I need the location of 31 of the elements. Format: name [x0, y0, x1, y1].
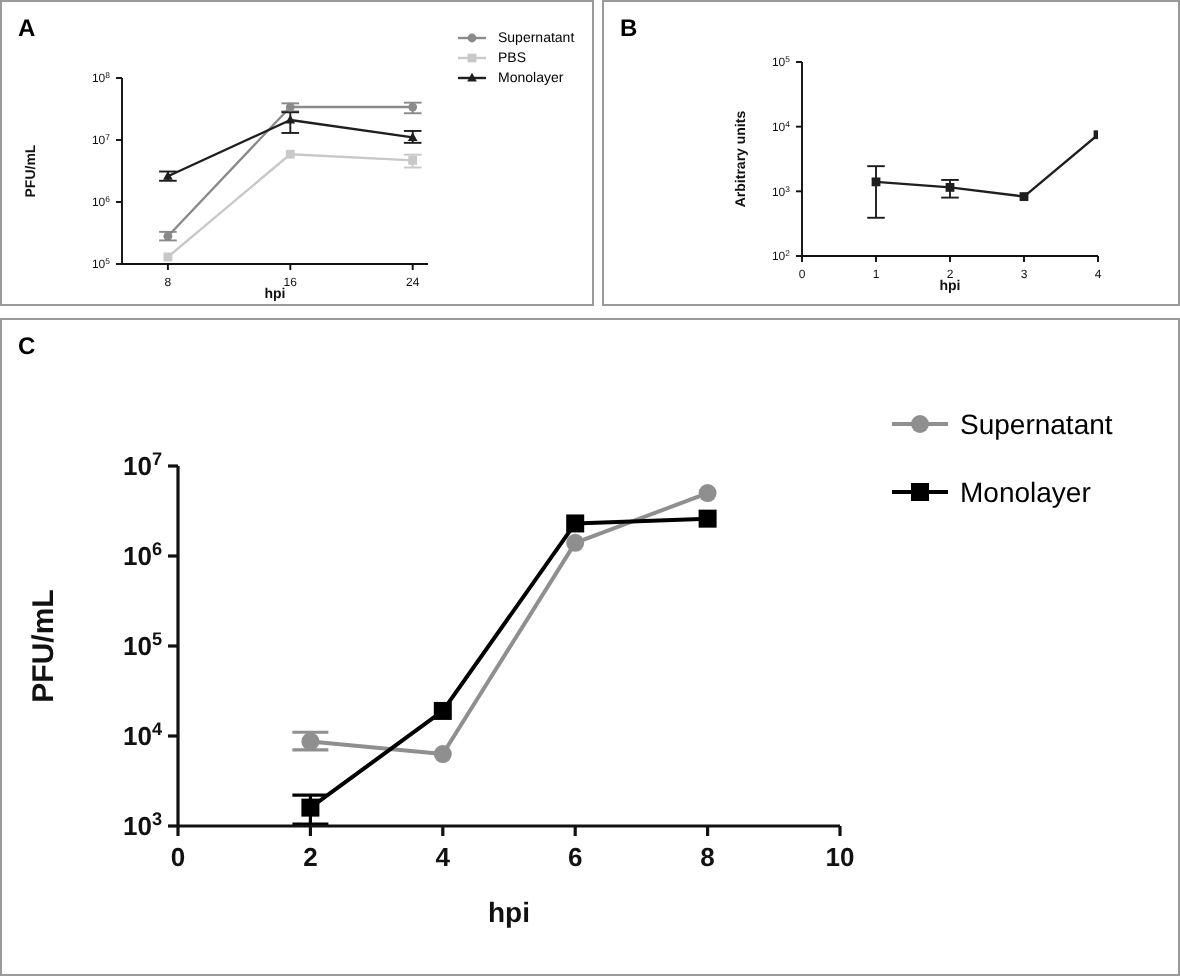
chart-title: A: [18, 14, 36, 42]
y-axis-title: PFU/mL: [26, 589, 61, 703]
x-tick-label: 6: [567, 842, 583, 872]
legend-label: Supernatant: [960, 408, 1113, 440]
x-tick-label: 2: [303, 842, 318, 872]
point: [433, 745, 452, 764]
x-tick-label: 4: [435, 842, 452, 872]
chart-title: C: [18, 332, 36, 360]
y-tick-label: 10$^{5}$: [122, 629, 162, 662]
point: [566, 533, 585, 552]
point: [301, 732, 320, 751]
point: [698, 509, 717, 528]
point: [1019, 192, 1029, 201]
point: [285, 114, 296, 124]
y-tick-label: 10$^{6}$: [122, 539, 162, 572]
y-tick-label: 10$^{3}$: [122, 809, 162, 842]
legend-label: Monolayer: [960, 476, 1091, 508]
x-tick-label: 8: [700, 842, 715, 872]
point: [698, 484, 717, 503]
y-tick-label: 10$^{7}$: [122, 449, 162, 482]
point: [566, 514, 585, 533]
x-tick-label: 0: [170, 842, 186, 872]
chart-title: B: [620, 14, 638, 42]
point: [301, 798, 320, 817]
x-tick-label: 10: [825, 842, 855, 872]
y-tick-label: 10$^{4}$: [122, 719, 164, 752]
point: [285, 149, 295, 159]
point: [871, 177, 881, 187]
point: [945, 183, 955, 192]
point: [433, 701, 452, 720]
x-axis-title: hpi: [488, 896, 530, 928]
